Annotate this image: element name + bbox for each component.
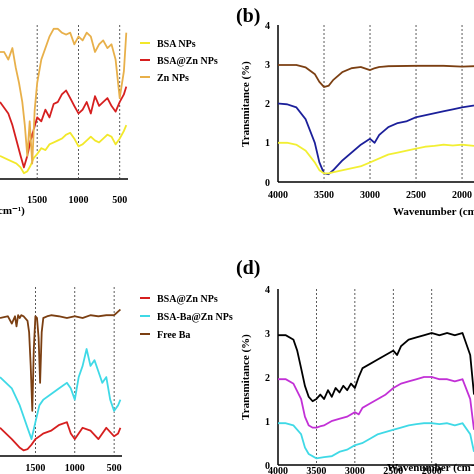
legend-a-label-bsa-nps: BSA NPs — [157, 39, 196, 50]
legend-c-label-bsa-ba-zn-nps: BSA-Ba@Zn NPs — [157, 312, 233, 323]
panel-d-ytick-3: 3 — [265, 329, 270, 340]
panel-d-xtick-2500: 2500 — [383, 466, 403, 474]
panel-a-x-axis-label: cm⁻¹) — [0, 205, 25, 217]
panel-d-ytick-1: 1 — [265, 417, 270, 428]
panel-c-series-1-line — [0, 348, 122, 441]
panel-b-ytick-3: 3 — [265, 60, 270, 71]
panel-d-label: (d) — [236, 257, 260, 279]
panel-a: cm⁻¹) — [0, 178, 128, 217]
panel-b-xtick-2000: 2000 — [452, 190, 472, 201]
panel-d-xtick-3000: 3000 — [345, 466, 365, 474]
panel-b-series-0-line — [278, 64, 474, 88]
panel-b-xtick-3000: 3000 — [360, 190, 380, 201]
panel-b-ytick-2: 2 — [265, 99, 270, 110]
panel-a-xtick-1000: 1000 — [68, 195, 88, 206]
panel-d-xtick-3500: 3500 — [306, 466, 326, 474]
panel-d-series-1-line — [278, 376, 474, 430]
panel-b-x-axis-label: Wavenumber (cm — [393, 206, 474, 218]
panel-c-xtick-1000: 1000 — [65, 463, 85, 474]
legend-a: BSA NPs BSA@Zn NPs Zn NPs — [140, 39, 218, 84]
panel-b-label: (b) — [236, 5, 260, 27]
panel-c-series-0-line — [0, 421, 122, 452]
panel-c-series-2-line — [0, 308, 122, 412]
panel-b-ytick-4: 4 — [265, 21, 270, 32]
panel-a-series-2-line — [0, 27, 128, 165]
panel-a-xtick-500: 500 — [112, 195, 127, 206]
panel-d-series-2-line — [278, 422, 474, 460]
panel-b: (b) Transmitance (%) Wavenumber (cm 4 3 … — [236, 5, 474, 218]
panel-d-x-axis-label: Wavenumber (cm⁻¹) — [387, 462, 474, 474]
legend-c-label-free-ba: Free Ba — [157, 330, 190, 341]
panel-a-series-1-line — [0, 86, 128, 169]
panel-d-ytick-0: 0 — [265, 461, 270, 472]
panel-b-xtick-4000: 4000 — [268, 190, 288, 201]
panel-b-xtick-2500: 2500 — [406, 190, 426, 201]
panel-b-y-axis-label: Transmitance (%) — [240, 61, 252, 147]
legend-c: BSA@Zn NPs BSA-Ba@Zn NPs Free Ba — [140, 294, 233, 341]
panel-c-xtick-500: 500 — [107, 463, 122, 474]
panel-d-series-0-line — [278, 332, 474, 403]
panel-d-ytick-2: 2 — [265, 373, 270, 384]
panel-d-ytick-4: 4 — [265, 285, 270, 296]
panel-b-series-1-line — [278, 102, 474, 176]
legend-a-label-zn-nps: Zn NPs — [157, 73, 189, 84]
panel-d: (d) Transmitance (%) Wavenumber (cm⁻¹) 4… — [236, 257, 474, 474]
panel-b-series-2-line — [278, 141, 474, 175]
legend-a-label-bsa-zn-nps: BSA@Zn NPs — [157, 56, 218, 67]
panel-a-xtick-1500: 1500 — [27, 195, 47, 206]
legend-c-label-bsa-zn-nps: BSA@Zn NPs — [157, 294, 218, 305]
panel-d-xtick-2000: 2000 — [422, 466, 442, 474]
panel-a-series-0-line — [0, 124, 128, 175]
panel-d-xtick-4000: 4000 — [268, 466, 288, 474]
panel-d-y-axis-label: Transmitance (%) — [240, 334, 252, 420]
panel-b-ytick-1: 1 — [265, 138, 270, 149]
panel-b-ytick-0: 0 — [265, 178, 270, 189]
panel-b-xtick-3500: 3500 — [314, 190, 334, 201]
panel-c-xtick-1500: 1500 — [25, 463, 45, 474]
